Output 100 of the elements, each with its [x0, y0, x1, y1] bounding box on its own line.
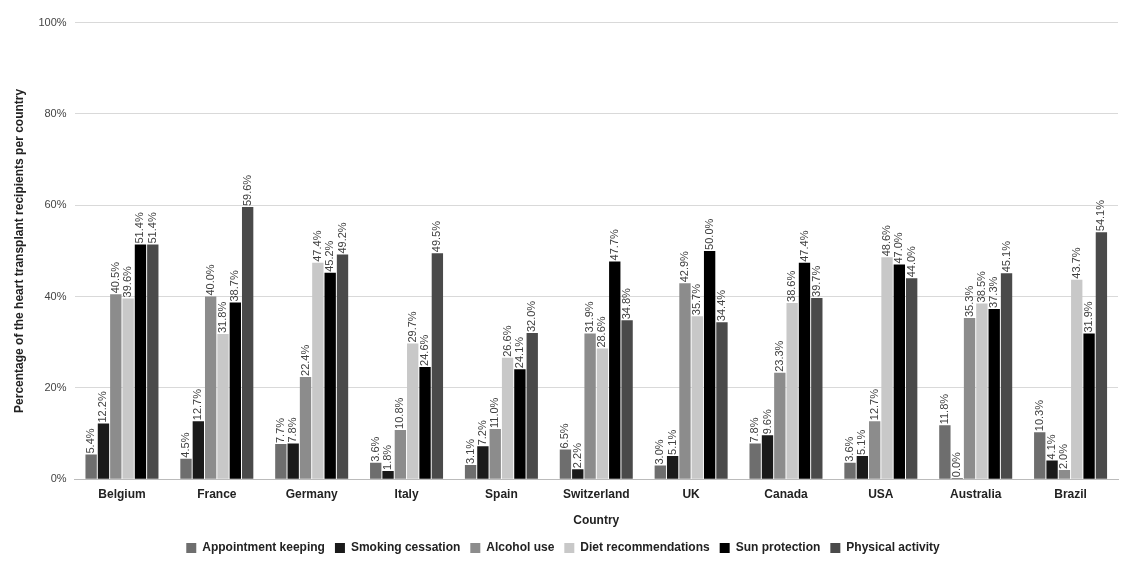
x-tick-label: Spain [485, 486, 518, 501]
data-label: 54.1% [1094, 199, 1107, 232]
bar [811, 297, 823, 479]
data-label: 44.0% [904, 245, 917, 278]
bar [419, 366, 431, 479]
bar [336, 254, 349, 479]
bar [749, 443, 761, 479]
bar [844, 462, 856, 479]
data-label: 38.5% [974, 271, 987, 303]
bar [147, 244, 159, 479]
bar [382, 470, 394, 479]
bar [394, 429, 407, 479]
bar [856, 455, 869, 479]
data-label: 38.7% [228, 270, 241, 302]
bar [501, 357, 514, 479]
data-label: 35.7% [690, 283, 703, 316]
data-label: 47.7% [607, 228, 620, 261]
bar [122, 298, 134, 479]
bar [703, 250, 716, 479]
y-tick-label: 100% [38, 15, 67, 28]
bar [489, 428, 501, 479]
bar [1083, 333, 1095, 479]
data-label: 42.9% [677, 250, 690, 283]
x-tick-label: Italy [394, 486, 419, 501]
y-tick-label: 0% [50, 472, 67, 485]
data-label: 4.1% [1045, 434, 1058, 460]
data-label: 3.1% [463, 438, 476, 465]
bar [134, 244, 147, 479]
bar [110, 294, 122, 479]
y-tick-label: 20% [44, 380, 67, 393]
data-label: 31.9% [583, 301, 596, 333]
data-label: 11.8% [937, 393, 950, 425]
x-tick-label: Australia [950, 486, 1002, 501]
data-label: 11.0% [488, 397, 501, 428]
bar [609, 261, 621, 479]
data-label: 5.4% [84, 428, 97, 454]
bar [1034, 432, 1046, 479]
bar [691, 316, 703, 479]
data-label: 6.5% [558, 423, 571, 449]
x-tick-label: USA [868, 486, 894, 501]
bar [786, 302, 798, 479]
y-tick-label: 40% [44, 289, 67, 302]
bar [514, 369, 526, 479]
data-label: 45.1% [999, 240, 1012, 273]
bar [716, 322, 728, 479]
bar [654, 465, 666, 479]
x-tick-label: Canada [764, 486, 808, 501]
data-label: 1.8% [381, 444, 394, 470]
data-label: 12.7% [867, 388, 880, 421]
bar [774, 372, 786, 479]
bar [1071, 279, 1083, 479]
bar [584, 333, 596, 479]
data-label: 5.1% [855, 429, 868, 455]
legend-label: Physical activity [846, 540, 941, 555]
data-label: 40.5% [108, 261, 121, 294]
y-tick-label: 60% [44, 198, 67, 211]
bar [881, 257, 893, 479]
data-label: 9.6% [760, 409, 773, 435]
bar [976, 303, 988, 479]
data-label: 7.8% [286, 417, 299, 443]
bar [621, 320, 633, 479]
data-label: 49.5% [430, 220, 443, 253]
data-label: 22.4% [298, 344, 311, 376]
legend-label: Smoking cessation [350, 540, 461, 555]
data-label: 23.3% [772, 340, 785, 372]
bar [572, 469, 584, 479]
bar [679, 283, 691, 479]
data-label: 48.6% [880, 224, 893, 257]
bar [217, 334, 229, 479]
bar [761, 435, 774, 479]
legend-label: Sun protection [735, 540, 821, 555]
bar [1000, 273, 1013, 479]
bar [464, 465, 477, 479]
data-label: 39.6% [121, 265, 134, 298]
data-label: 12.7% [191, 388, 204, 421]
bar [275, 444, 287, 479]
bar [988, 308, 1000, 479]
data-label: 43.7% [1069, 247, 1082, 279]
bar [559, 449, 572, 479]
data-label: 2.2% [570, 442, 583, 469]
x-tick-label: Belgium [98, 486, 146, 501]
data-label: 38.6% [785, 270, 798, 302]
bar [370, 462, 382, 479]
bar [229, 302, 241, 479]
data-label: 7.8% [748, 417, 761, 443]
bar [963, 318, 976, 479]
data-label: 31.9% [1082, 301, 1095, 333]
bar [431, 253, 444, 479]
legend-label: Diet recommendations [580, 540, 710, 555]
legend-label: Alcohol use [486, 540, 555, 555]
data-label: 49.2% [335, 222, 348, 254]
data-label: 35.3% [962, 285, 975, 318]
data-label: 5.1% [665, 429, 678, 455]
data-label: 47.4% [797, 230, 810, 262]
data-label: 26.6% [500, 325, 513, 357]
data-label: 39.7% [809, 265, 822, 297]
data-label: 51.4% [133, 212, 146, 244]
x-tick-label: France [197, 486, 237, 501]
bar [85, 454, 97, 479]
data-label: 47.0% [892, 232, 905, 264]
